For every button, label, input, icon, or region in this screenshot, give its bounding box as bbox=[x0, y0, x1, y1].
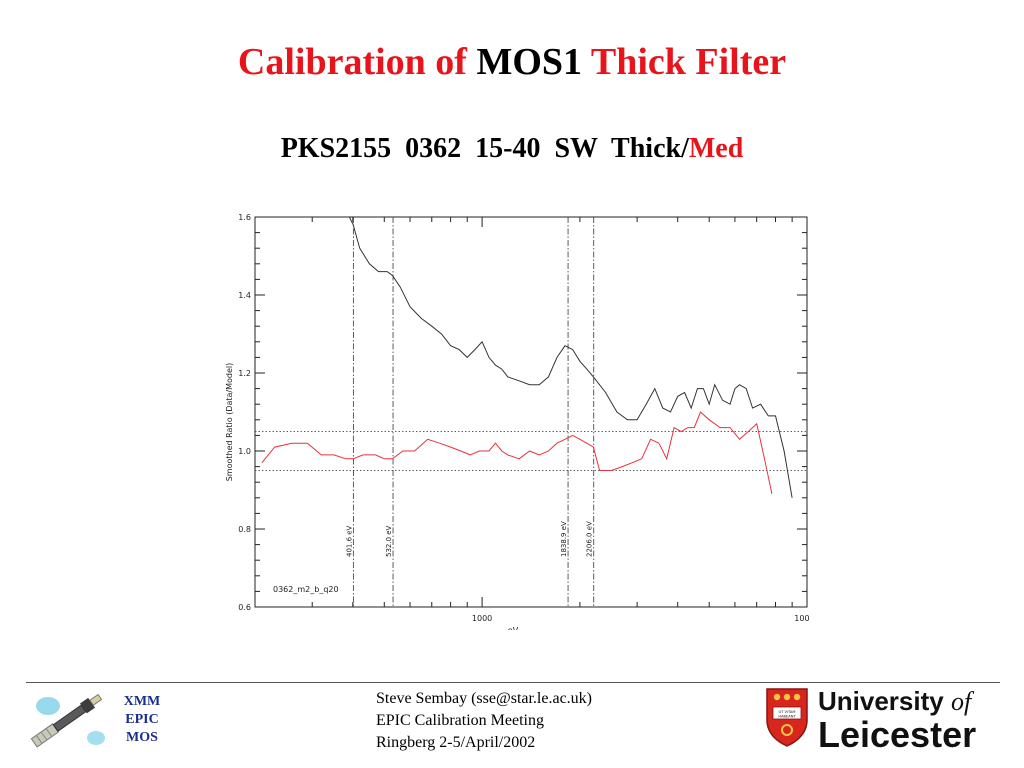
mos-line: MOS bbox=[126, 730, 158, 745]
epic-line: EPIC bbox=[125, 712, 159, 727]
university-word: University bbox=[818, 686, 944, 716]
xmm-satellite-icon bbox=[30, 693, 105, 748]
credit-place-date: Ringberg 2-5/April/2002 bbox=[376, 734, 536, 751]
edge-vline-label: 401.6 eV bbox=[345, 525, 353, 557]
plot-annotation: 0362_m2_b_q20 bbox=[273, 585, 339, 594]
slide-title: Calibration of MOS1 Thick Filter bbox=[0, 40, 1024, 84]
x-axis-label: eV bbox=[508, 626, 519, 630]
x-tick-label: 1000 bbox=[472, 614, 492, 623]
y-tick-label: 1.6 bbox=[238, 213, 251, 222]
y-tick-label: 0.6 bbox=[238, 603, 251, 612]
series-line-0 bbox=[348, 217, 793, 498]
credit-author: Steve Sembay (sse@star.le.ac.uk) bbox=[376, 690, 593, 707]
edge-vline-label: 1838.9 eV bbox=[560, 521, 568, 557]
title-part2: MOS1 bbox=[476, 41, 583, 83]
xmm-line: XMM bbox=[123, 694, 161, 709]
leicester-word: Leicester bbox=[818, 714, 977, 755]
edge-vline-label: 532.0 eV bbox=[385, 525, 393, 557]
crest-motto-text: UT VITAM bbox=[779, 710, 796, 714]
ratio-chart: 0.6 0.8 1.0 1.2 1.4 1.6 1000 10000 eV Smoothed Ra… bbox=[225, 213, 810, 630]
xmm-epic-mos-label: XMM EPIC MOS bbox=[112, 693, 172, 747]
y-tick-label: 1.2 bbox=[238, 369, 251, 378]
credit-meeting: EPIC Calibration Meeting bbox=[376, 712, 544, 729]
title-part1: Calibration of bbox=[237, 41, 467, 83]
svg-text:HABEANT: HABEANT bbox=[778, 715, 796, 719]
university-wordmark: University of Leicester bbox=[818, 686, 976, 753]
y-tick-label: 1.4 bbox=[238, 291, 251, 300]
edge-vline-label: 2206.0 eV bbox=[586, 521, 594, 557]
subtitle-accent: Med bbox=[688, 133, 744, 164]
footer-divider bbox=[26, 682, 1000, 683]
x-tick-label: 10000 bbox=[794, 614, 810, 623]
of-word: of bbox=[950, 687, 972, 716]
y-tick-label: 0.8 bbox=[238, 525, 251, 534]
university-crest-icon: UT VITAM HABEANT bbox=[766, 688, 808, 747]
y-tick-label: 1.0 bbox=[238, 447, 251, 456]
y-axis-label: Smoothed Ratio (Data/Model) bbox=[225, 363, 234, 482]
subtitle-main: PKS2155 0362 15-40 SW Thick/ bbox=[280, 133, 689, 164]
series-line-1 bbox=[261, 411, 773, 495]
slide-subtitle: PKS2155 0362 15-40 SW Thick/Med bbox=[0, 133, 1024, 165]
credits-block: Steve Sembay (sse@star.le.ac.uk) EPIC Ca… bbox=[376, 688, 592, 754]
title-part3: Thick Filter bbox=[590, 41, 787, 83]
plot-frame bbox=[254, 216, 808, 608]
